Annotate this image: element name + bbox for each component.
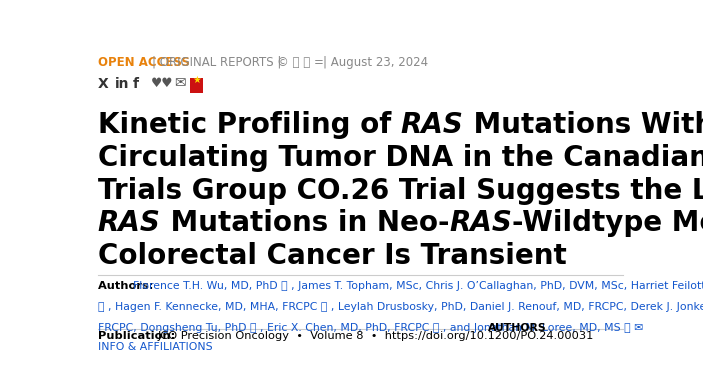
Text: RAS: RAS — [98, 209, 160, 237]
Text: ✉: ✉ — [174, 77, 186, 91]
Text: -Wildtype Metastatic: -Wildtype Metastatic — [512, 209, 703, 237]
Text: Mutations With: Mutations With — [463, 111, 703, 139]
Text: INFO & AFFILIATIONS: INFO & AFFILIATIONS — [98, 342, 212, 352]
Text: Publication:: Publication: — [98, 331, 179, 341]
Text: Mutations in Neo-: Mutations in Neo- — [160, 209, 449, 237]
Text: JCO Precision Oncology  •  Volume 8  •  https://doi.org/10.1200/PO.24.00031: JCO Precision Oncology • Volume 8 • http… — [157, 331, 594, 341]
Text: RAS: RAS — [449, 209, 512, 237]
Text: in: in — [115, 77, 129, 91]
Text: RAS: RAS — [401, 111, 463, 139]
Text: X: X — [98, 77, 108, 91]
Text: Authors:: Authors: — [98, 281, 157, 291]
Text: ⓘ , Hagen F. Kennecke, MD, MHA, FRCPC ⓘ , Leylah Drusbosky, PhD, Daniel J. Renou: ⓘ , Hagen F. Kennecke, MD, MHA, FRCPC ⓘ … — [98, 302, 703, 312]
Text: Trials Group CO.26 Trial Suggests the Loss of: Trials Group CO.26 Trial Suggests the Lo… — [98, 177, 703, 205]
Text: ♥♥: ♥♥ — [150, 77, 173, 90]
Text: OPEN ACCESS: OPEN ACCESS — [98, 56, 190, 69]
Text: f: f — [133, 77, 138, 91]
Text: ★: ★ — [193, 75, 201, 85]
Text: FRCPC, Dongsheng Tu, PhD ⓘ , Eric X. Chen, MD, PhD, FRCPC ⓘ , and Jonathan M. Lo: FRCPC, Dongsheng Tu, PhD ⓘ , Eric X. Che… — [98, 323, 643, 333]
Text: © ⓘ Ⓢ =: © ⓘ Ⓢ = — [278, 56, 324, 69]
Text: | ORIGINAL REPORTS |: | ORIGINAL REPORTS | — [152, 56, 281, 69]
FancyBboxPatch shape — [191, 78, 203, 93]
Text: Florence T.H. Wu, MD, PhD ⓘ , James T. Topham, MSc, Chris J. O’Callaghan, PhD, D: Florence T.H. Wu, MD, PhD ⓘ , James T. T… — [133, 281, 703, 291]
Text: Circulating Tumor DNA in the Canadian Cancer: Circulating Tumor DNA in the Canadian Ca… — [98, 144, 703, 172]
Text: AUTHORS: AUTHORS — [489, 323, 547, 333]
Text: Kinetic Profiling of: Kinetic Profiling of — [98, 111, 401, 139]
Text: | August 23, 2024: | August 23, 2024 — [323, 56, 428, 69]
Text: Colorectal Cancer Is Transient: Colorectal Cancer Is Transient — [98, 242, 567, 270]
